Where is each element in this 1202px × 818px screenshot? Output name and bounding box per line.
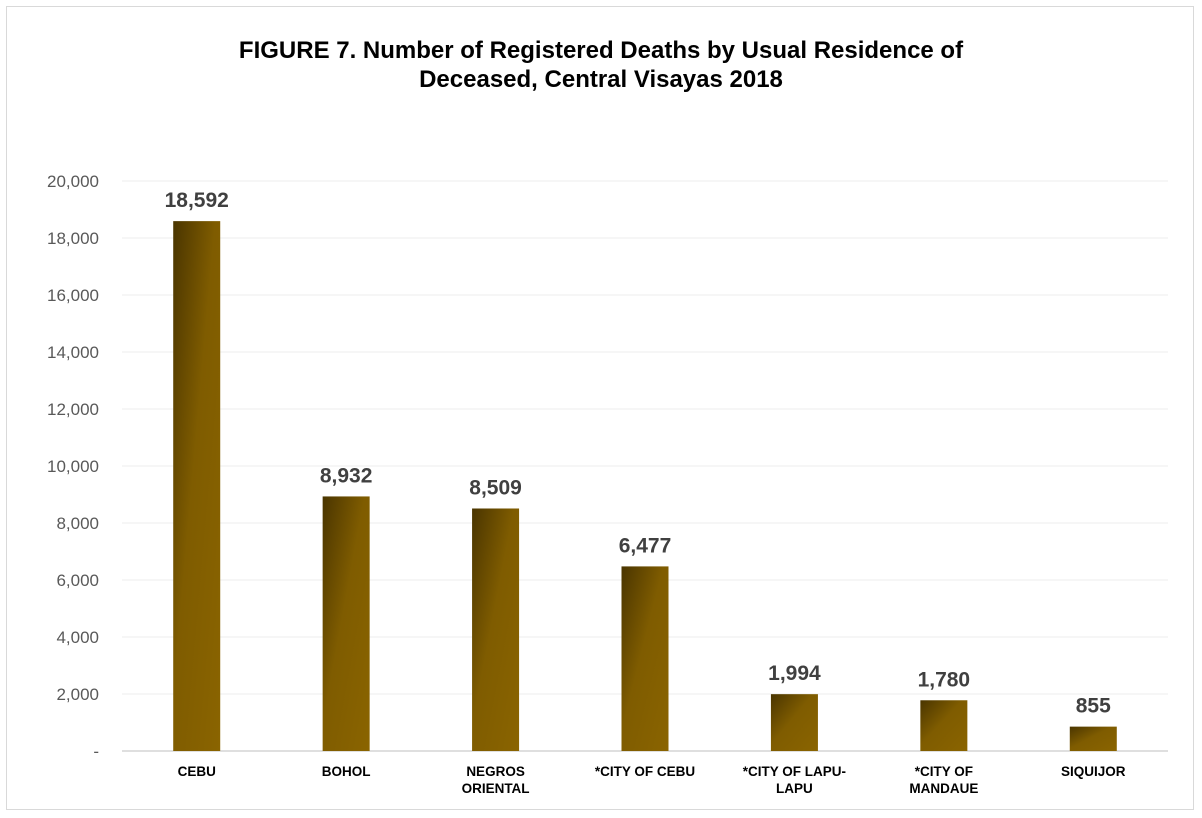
x-tick-label: *CITY OF CEBU [595, 764, 695, 779]
bars [173, 221, 1117, 752]
y-tick-label: 10,000 [47, 457, 99, 476]
y-tick-label: 14,000 [47, 343, 99, 362]
y-tick-label: 8,000 [56, 514, 99, 533]
x-tick-label: *CITY OF MANDAUE [909, 764, 978, 796]
bar [621, 566, 669, 751]
y-axis: - 2,000 4,000 6,000 8,000 10,000 12,000 14,000 1… [47, 172, 99, 761]
y-tick-label: 18,000 [47, 229, 99, 248]
x-tick-label: BOHOL [322, 764, 371, 779]
data-label: 8,509 [469, 476, 522, 499]
bar [770, 694, 818, 751]
chart-title-line-2: Deceased, Central Visayas 2018 [419, 66, 783, 93]
y-tick-label: 6,000 [56, 571, 99, 590]
chart-title-line-1: FIGURE 7. Number of Registered Deaths by… [238, 37, 964, 64]
x-tick-label: SIQUIJOR [1061, 764, 1126, 779]
data-label: 18,592 [165, 189, 229, 212]
data-label: 8,932 [320, 464, 373, 487]
x-tick-label: CEBU [178, 764, 216, 779]
y-tick-label: - [93, 742, 99, 761]
chart-title: FIGURE 7. Number of Registered Deaths by… [0, 36, 1202, 94]
y-tick-label: 2,000 [56, 685, 99, 704]
bar [173, 221, 221, 752]
bar [322, 496, 370, 751]
x-tick-label: NEGROS ORIENTAL [462, 764, 530, 796]
x-axis: CEBU BOHOL NEGROS ORIENTAL *CITY OF CEBU *CIT… [178, 764, 1126, 796]
bar [1069, 726, 1117, 751]
data-label: 1,780 [918, 668, 971, 691]
y-tick-label: 20,000 [47, 172, 99, 191]
y-tick-label: 16,000 [47, 286, 99, 305]
bar [472, 508, 520, 751]
data-label: 6,477 [619, 534, 672, 557]
data-label: 1,994 [768, 662, 821, 685]
x-tick-label: *CITY OF LAPU-LAPU [743, 764, 846, 796]
data-label: 855 [1076, 695, 1111, 718]
data-labels: 18,592 8,932 8,509 6,477 1,994 1,780 855 [165, 189, 1112, 718]
y-tick-label: 4,000 [56, 628, 99, 647]
y-tick-label: 12,000 [47, 400, 99, 419]
bar [920, 700, 968, 751]
